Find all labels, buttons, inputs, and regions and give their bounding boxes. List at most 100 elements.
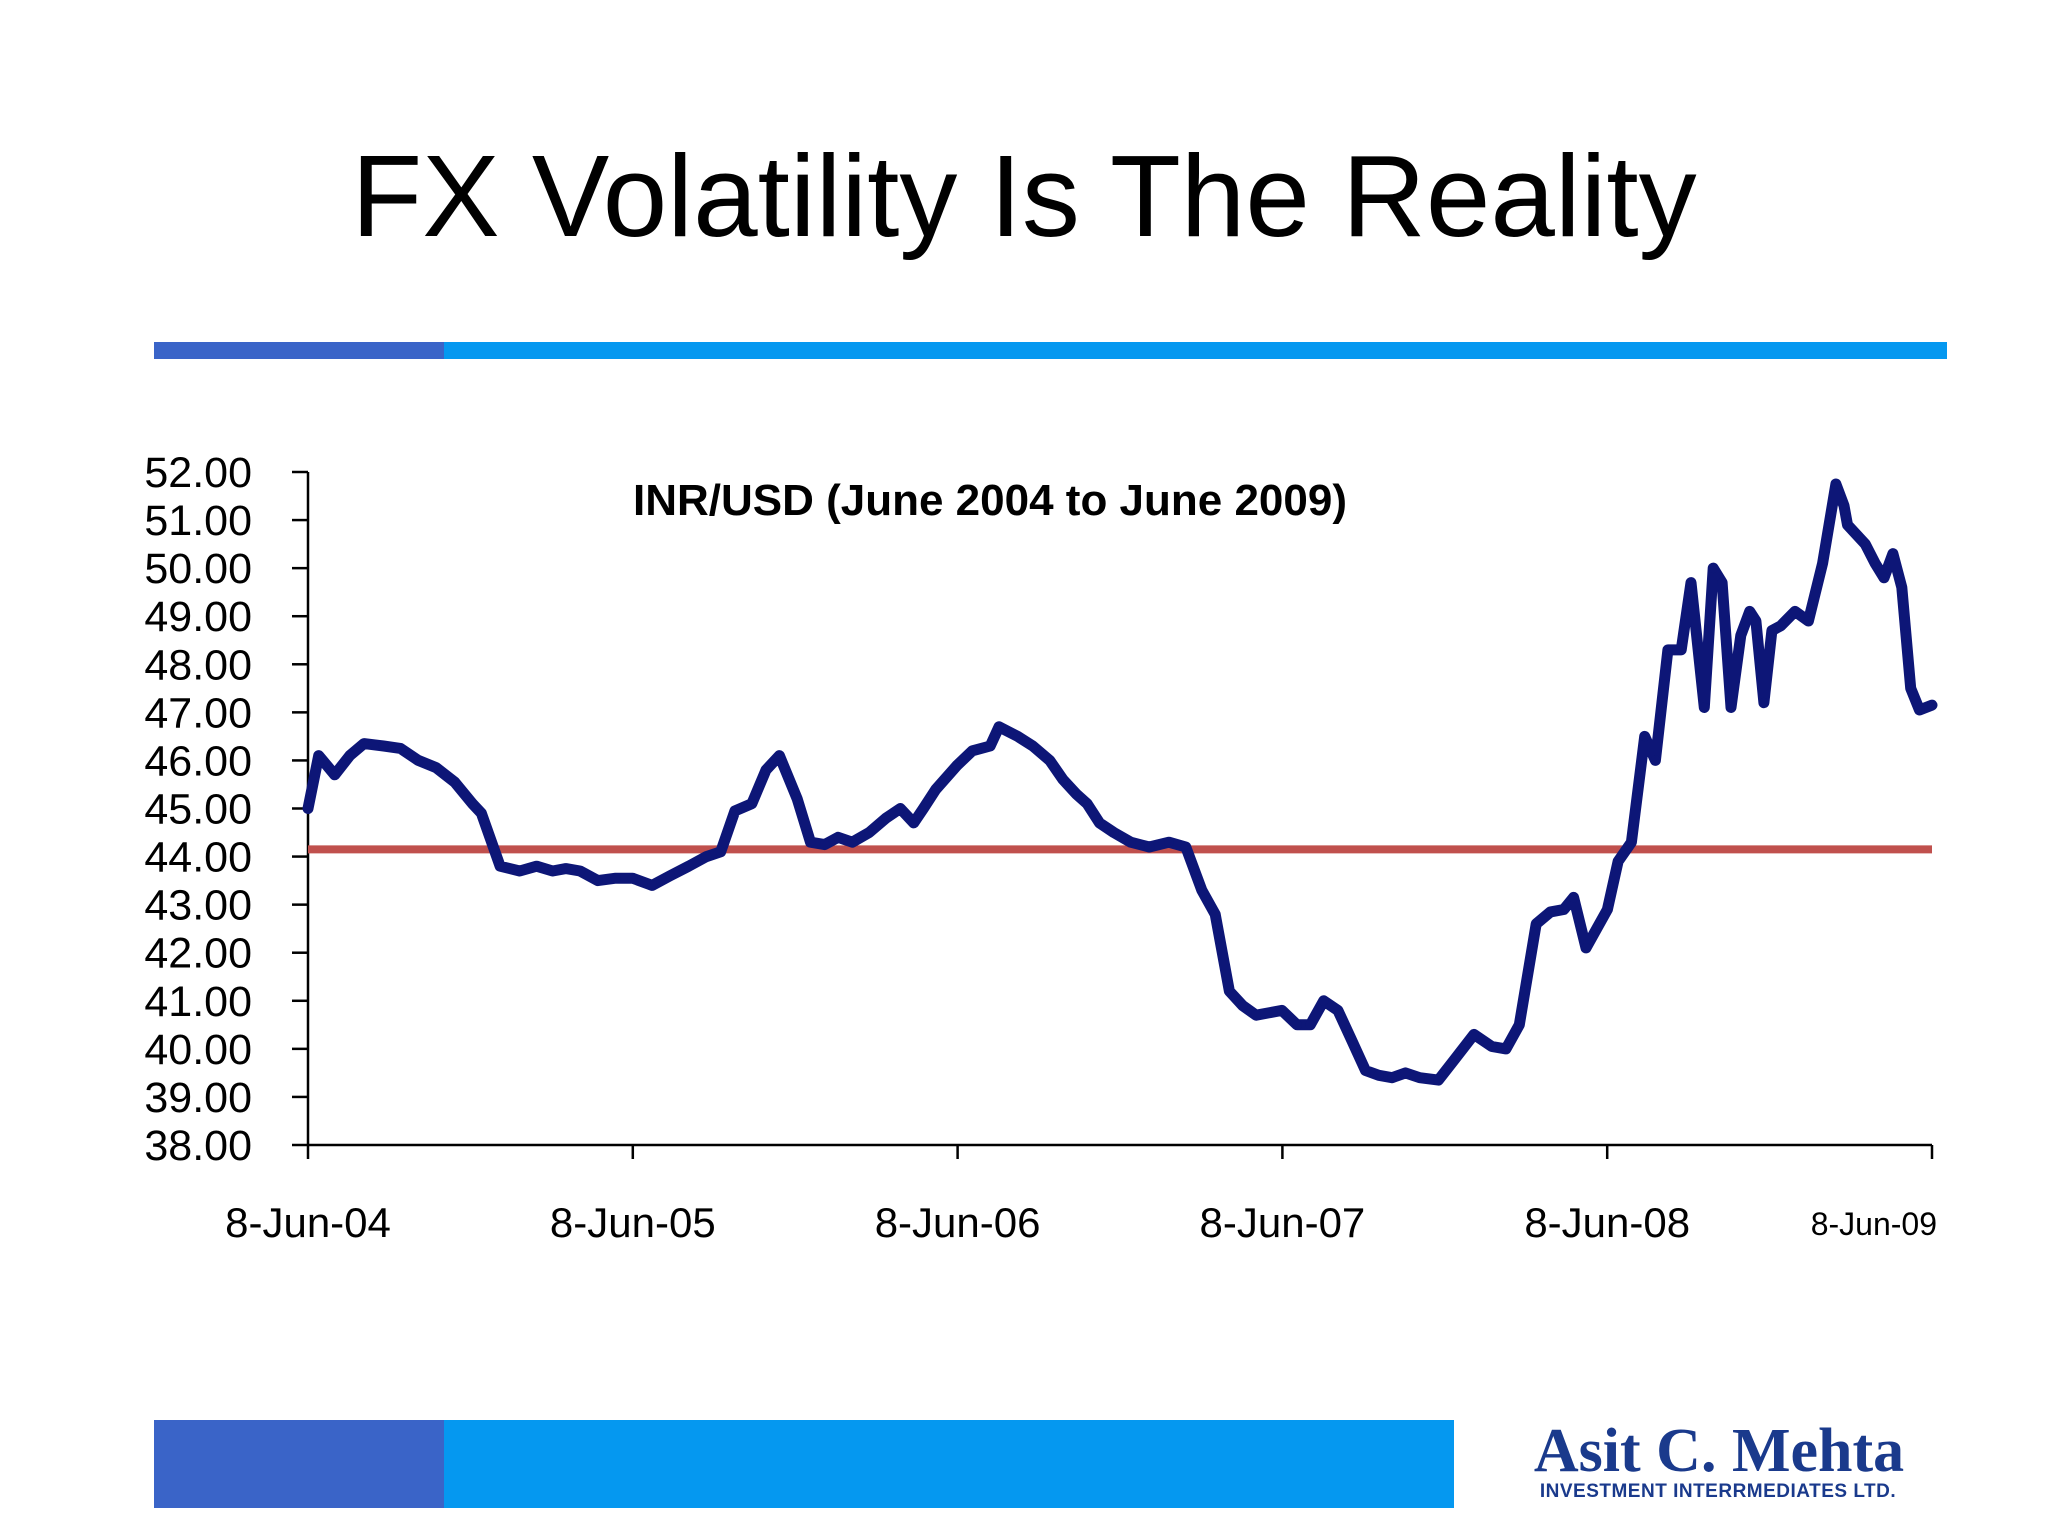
series-point — [1210, 909, 1221, 920]
x-tick-label: 8-Jun-09 — [1811, 1206, 1937, 1242]
series-point — [1581, 942, 1592, 953]
company-logo: Asit C. Mehta INVESTMENT INTERRMEDIATES … — [1470, 1418, 1970, 1510]
series-point — [1842, 519, 1853, 530]
series-point — [1790, 606, 1801, 617]
series-point — [627, 873, 638, 884]
series-point — [1758, 697, 1769, 708]
series-point — [413, 755, 424, 766]
series-point — [1650, 755, 1661, 766]
series-point — [514, 865, 525, 876]
y-tick-label: 40.00 — [144, 1026, 252, 1074]
y-tick-label: 44.00 — [144, 834, 252, 882]
series-point — [1717, 577, 1728, 588]
series-point — [495, 861, 506, 872]
series-point — [1626, 837, 1637, 848]
series-point — [1318, 995, 1329, 1006]
series-point — [761, 765, 772, 776]
y-tick-label: 52.00 — [144, 449, 252, 497]
x-tick-label: 8-Jun-07 — [1200, 1199, 1366, 1246]
series-point — [1346, 1034, 1357, 1045]
series-point — [833, 832, 844, 843]
series-point — [1744, 606, 1755, 617]
series-point — [1887, 548, 1898, 559]
series-point — [1851, 529, 1862, 540]
series-point — [683, 861, 694, 872]
series-point — [1735, 630, 1746, 641]
series-point — [547, 865, 558, 876]
series-line-inr-usd — [302, 478, 1938, 1086]
series-point — [1639, 731, 1650, 742]
series-point — [476, 808, 487, 819]
series-point — [1726, 702, 1737, 713]
series-point — [1558, 904, 1569, 915]
series-point — [1775, 620, 1786, 631]
series-point — [715, 846, 726, 857]
series-point — [1568, 892, 1579, 903]
series-point — [918, 803, 929, 814]
series-point — [774, 750, 785, 761]
series-point — [1878, 572, 1889, 583]
series-point — [1905, 683, 1916, 694]
series-point — [592, 875, 603, 886]
series-point — [431, 762, 442, 773]
series-point — [1012, 731, 1023, 742]
series-point — [1602, 904, 1613, 915]
series-point — [1450, 1053, 1461, 1064]
bottom-accent-bar-dark — [154, 1420, 444, 1508]
series-point — [329, 769, 340, 780]
series-point — [1125, 837, 1136, 848]
series-point — [378, 741, 389, 752]
series-point — [1251, 1010, 1262, 1021]
series-point — [1766, 625, 1777, 636]
top-accent-bar-light — [444, 342, 1947, 359]
series-point — [1196, 885, 1207, 896]
series-point — [1896, 582, 1907, 593]
series-point — [701, 851, 712, 862]
series-point — [985, 741, 996, 752]
series-point — [847, 837, 858, 848]
top-accent-bar-dark — [154, 342, 444, 359]
y-tick-label: 39.00 — [144, 1074, 252, 1122]
series-point — [560, 863, 571, 874]
y-tick-label: 50.00 — [144, 545, 252, 593]
series-point — [930, 784, 941, 795]
series-point — [1860, 539, 1871, 550]
series-point — [1468, 1029, 1479, 1040]
series-point — [819, 839, 830, 850]
series-point — [575, 865, 586, 876]
series-point — [1676, 644, 1687, 655]
series-point — [792, 793, 803, 804]
series-point — [313, 750, 324, 761]
slide-title: FX Volatility Is The Reality — [351, 131, 1697, 261]
x-tick-label: 8-Jun-08 — [1524, 1199, 1690, 1246]
series-point — [1144, 841, 1155, 852]
x-tick-label: 8-Jun-06 — [875, 1199, 1041, 1246]
y-tick-label: 48.00 — [144, 641, 252, 689]
series-point — [1531, 918, 1542, 929]
series-point — [1870, 558, 1881, 569]
series-point — [1082, 798, 1093, 809]
series-point — [1927, 700, 1937, 711]
y-tick-label: 41.00 — [144, 978, 252, 1026]
y-tick-label: 47.00 — [144, 689, 252, 737]
series-point — [1276, 1005, 1287, 1016]
series-point — [729, 805, 740, 816]
x-tick-label: 8-Jun-04 — [225, 1199, 391, 1246]
series-point — [1224, 986, 1235, 997]
y-tick-label: 51.00 — [144, 497, 252, 545]
series-point — [952, 760, 963, 771]
series-point — [1662, 644, 1673, 655]
series-point — [1058, 774, 1069, 785]
y-axis: 38.0039.0040.0041.0042.0043.0044.0045.00… — [144, 449, 310, 1170]
series-point — [1360, 1065, 1371, 1076]
series-point — [1914, 704, 1925, 715]
y-tick-label: 42.00 — [144, 930, 252, 978]
series-point — [1387, 1072, 1398, 1083]
series-point — [1838, 500, 1849, 511]
series-point — [1486, 1041, 1497, 1052]
series-point — [805, 837, 816, 848]
series-point — [746, 798, 757, 809]
bottom-accent-bar-light — [444, 1420, 1454, 1508]
series-point — [359, 738, 370, 749]
